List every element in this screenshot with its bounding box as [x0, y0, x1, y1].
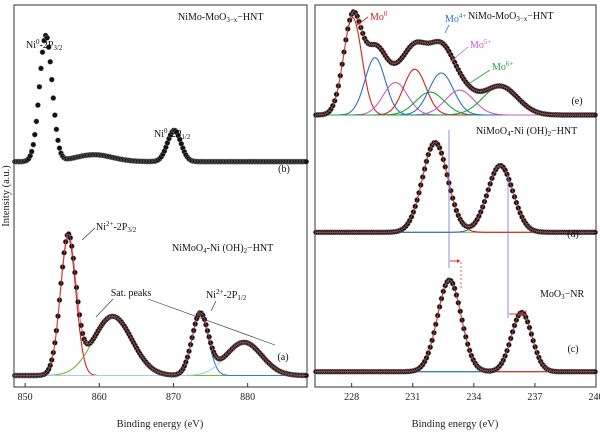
left-point-b	[35, 102, 41, 108]
left-plot-area	[12, 32, 310, 379]
spectrum-e-label: (e)	[571, 96, 582, 107]
mo0-label: Mo0	[370, 10, 388, 23]
mo6-pointer	[469, 69, 491, 84]
right-plot-area	[313, 9, 598, 375]
mo6-label: Mo6+	[492, 60, 513, 73]
right-tick-label-240: 240	[589, 392, 600, 403]
left-point-b	[45, 44, 52, 50]
left-point-b	[30, 141, 37, 148]
left-x-axis-title: Binding energy (eV)	[117, 419, 204, 430]
left-tick-label-870: 870	[166, 392, 181, 403]
spectrum-c-label: (c)	[567, 344, 578, 355]
mo5-label: Mo5+	[470, 38, 491, 51]
y-axis-title: Intensity (a.u.)	[1, 165, 12, 227]
mo5-pointer	[449, 46, 469, 63]
sat-peaks-pointer-left	[95, 298, 114, 318]
left-point-b	[39, 49, 46, 56]
right-x-axis-title: Binding energy (eV)	[412, 419, 499, 430]
left-point-b	[49, 76, 55, 83]
left-datapoints-b	[12, 32, 310, 165]
right-envelope-d	[315, 142, 596, 233]
right-tick-label-231: 231	[405, 392, 420, 403]
left-point-b	[47, 59, 54, 65]
sat-peaks-label: Sat. peaks	[111, 288, 152, 299]
left-point-b	[53, 126, 60, 133]
right-tick-label-228: 228	[344, 392, 359, 403]
left-point-b	[32, 131, 38, 138]
left-component-a-2	[14, 313, 307, 377]
right-component-d-0	[315, 141, 596, 233]
left-point-b	[50, 95, 57, 101]
right-tick-label-237: 237	[527, 392, 542, 403]
left-point-b	[28, 148, 35, 155]
spectrum-a-title: NiMoO4-Ni (OH)2−HNT	[172, 243, 273, 255]
right-component-c-1	[315, 311, 596, 373]
peak-shift-markers	[448, 130, 527, 318]
mo0-pointer	[355, 16, 369, 27]
left-point-b	[52, 112, 58, 118]
left-component-a-1	[14, 315, 307, 377]
spectrum-b-title: NiMo-MoO3−x−HNT	[178, 12, 264, 24]
right-panel-frame	[314, 4, 597, 388]
right-component-d-1	[315, 164, 596, 233]
left-point-b	[55, 137, 61, 144]
mo4-label: Mo4+	[445, 12, 466, 25]
spectrum-a-label: (a)	[277, 352, 288, 363]
left-tick-label-860: 860	[92, 392, 107, 403]
right-x-axis: 228 231 234 237 240	[344, 383, 600, 403]
right-tick-label-234: 234	[466, 392, 481, 403]
left-tick-label-850: 850	[18, 392, 33, 403]
left-point-b	[44, 35, 51, 41]
left-point-b	[33, 118, 40, 125]
spectrum-d-label: (d)	[567, 229, 579, 240]
shift-arrowhead-left	[457, 259, 460, 263]
sat-peaks-pointer-right	[147, 298, 276, 346]
left-x-axis: 850 860 870 880	[18, 383, 255, 403]
left-point-b	[38, 65, 44, 72]
ni2-2p12-pointer	[210, 300, 217, 312]
mo4-pointer	[444, 24, 450, 34]
right-component-e-5	[315, 72, 596, 116]
ni2-2p32-pointer	[81, 227, 96, 241]
ni0-2p12-label: Ni0-2P1/2	[154, 127, 191, 141]
spectrum-e-title: NiMo-MoO3−x−HNT	[468, 11, 554, 23]
ni2-2p32-label: Ni2+-2P3/2	[96, 220, 137, 234]
right-envelope-e	[315, 11, 596, 116]
spectrum-d-title: NiMoO4-Ni (OH)2−HNT	[476, 126, 577, 138]
right-envelope-c	[315, 279, 596, 373]
left-envelope-a	[14, 233, 307, 376]
left-point-b	[56, 145, 63, 151]
spectrum-c-title: MoO3−NR	[540, 289, 584, 301]
left-panel-frame	[13, 4, 308, 388]
spectrum-b-label: (b)	[278, 164, 290, 175]
ni2-2p12-label: Ni2+-2P1/2	[206, 288, 247, 302]
left-point-b	[303, 158, 310, 165]
left-tick-label-880: 880	[240, 392, 255, 403]
right-datapoints-d	[313, 139, 598, 236]
left-point-b	[36, 84, 43, 90]
shift-arrowhead-right	[522, 312, 525, 316]
right-component-e-3	[315, 68, 596, 116]
ni0-2p32-label: Ni0-2P3/2	[26, 38, 63, 52]
